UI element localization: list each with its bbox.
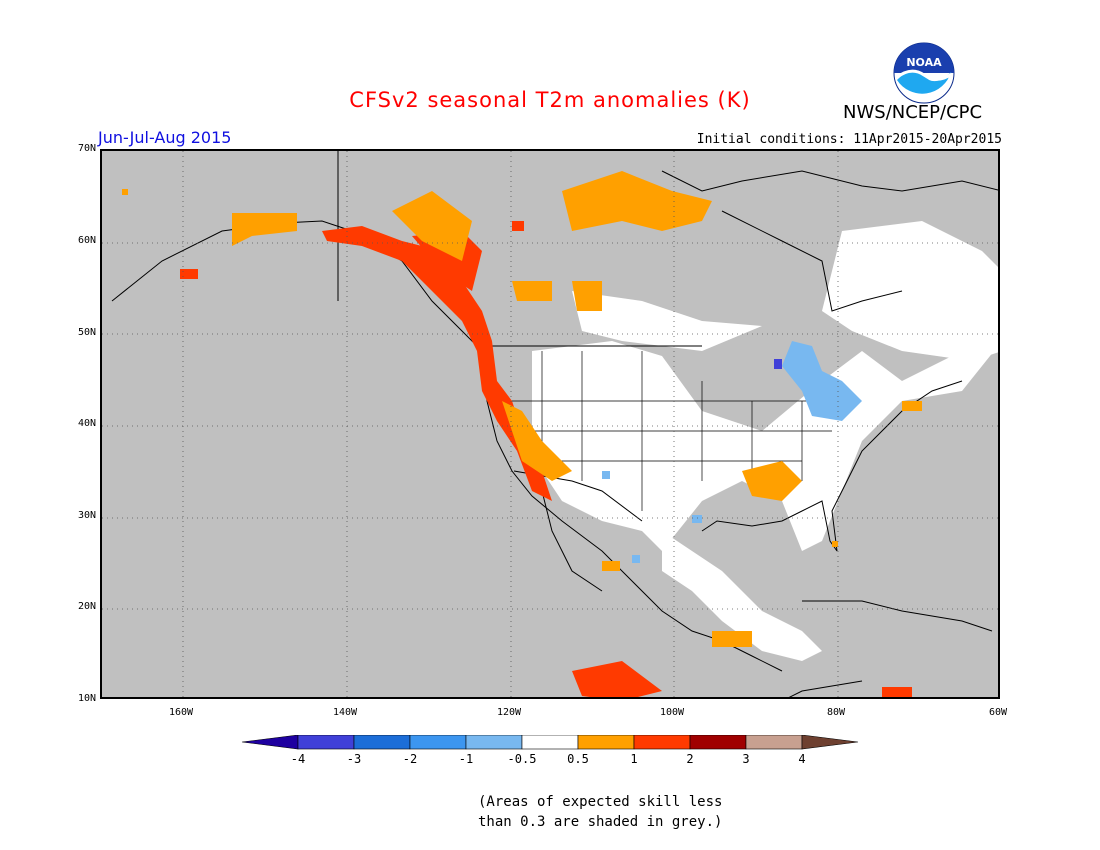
colorbar [241, 735, 859, 750]
initial-conditions: Initial conditions: 11Apr2015-20Apr2015 [696, 132, 1002, 147]
colorbar-cell [521, 735, 579, 750]
anomaly-neg1-to-neg05 [602, 341, 862, 563]
colorbar-label: -2 [402, 752, 418, 766]
grid-lines [102, 151, 998, 697]
lat-label-30n: 30N [77, 510, 96, 521]
lon-label-160w: 160W [168, 707, 194, 718]
map-canvas [102, 151, 998, 697]
colorbar-label: -0.5 [507, 752, 537, 766]
logo-text: NOAA [906, 56, 942, 69]
lat-label-40n: 40N [77, 418, 96, 429]
colorbar-cell [689, 735, 747, 750]
colorbar-cell [633, 735, 691, 750]
anomaly-neg3-to-neg2 [774, 359, 782, 369]
colorbar-label: 1 [630, 752, 638, 766]
anomaly-map [100, 149, 1000, 699]
chart-title: CFSv2 seasonal T2m anomalies (K) [349, 88, 751, 112]
colorbar-label: 0.5 [567, 752, 589, 766]
neutral-areas [532, 221, 998, 661]
noaa-logo: NOAA [893, 42, 955, 104]
lat-label-60n: 60N [77, 235, 96, 246]
coastlines [111, 151, 998, 697]
colorbar-label: -1 [458, 752, 474, 766]
colorbar-cell [577, 735, 635, 750]
lat-label-10n: 10N [77, 693, 96, 704]
colorbar-label: -4 [290, 752, 306, 766]
anomaly-05-to-1 [122, 171, 922, 647]
colorbar-label: 4 [798, 752, 806, 766]
forecast-period: Jun-Jul-Aug 2015 [98, 128, 232, 147]
state-borders [492, 351, 842, 511]
lon-label-100w: 100W [659, 707, 685, 718]
lat-label-20n: 20N [77, 601, 96, 612]
lon-label-140w: 140W [332, 707, 358, 718]
lat-label-70n: 70N [77, 143, 96, 154]
colorbar-cell [745, 735, 803, 750]
skill-footnote: (Areas of expected skill less than 0.3 a… [478, 792, 722, 832]
colorbar-cell [801, 735, 859, 750]
colorbar-cell [241, 735, 299, 750]
footnote-line-1: (Areas of expected skill less [478, 794, 723, 810]
lon-label-120w: 120W [496, 707, 522, 718]
colorbar-cells [241, 735, 859, 750]
colorbar-label: -3 [346, 752, 362, 766]
colorbar-label: 3 [742, 752, 750, 766]
lon-label-80w: 80W [826, 707, 846, 718]
lon-label-60w: 60W [988, 707, 1008, 718]
colorbar-cell [465, 735, 523, 750]
colorbar-cell [409, 735, 467, 750]
colorbar-cell [353, 735, 411, 750]
footnote-line-2: than 0.3 are shaded in grey.) [478, 814, 723, 830]
colorbar-cell [297, 735, 355, 750]
anomaly-1-to-2 [180, 221, 912, 697]
agency-label: NWS/NCEP/CPC [843, 102, 983, 123]
lat-label-50n: 50N [77, 327, 96, 338]
colorbar-label: 2 [686, 752, 694, 766]
